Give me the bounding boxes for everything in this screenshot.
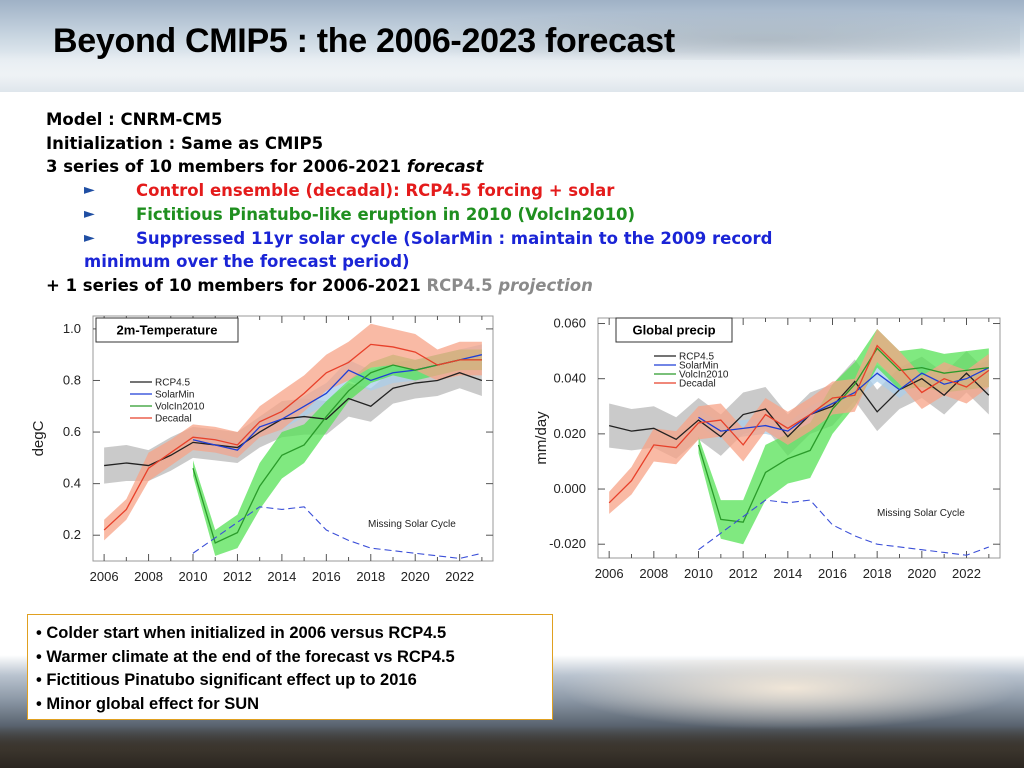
- header-clouds: [380, 10, 1020, 60]
- legend-label: RCP4.5: [679, 352, 714, 363]
- summary-text: Warmer climate at the end of the forecas…: [46, 647, 455, 666]
- y-tick-label: 0.040: [553, 371, 586, 386]
- summary-item-pinatubo: • Fictitious Pinatubo significant effect…: [36, 669, 544, 693]
- y-tick-label: 0.6: [63, 424, 81, 439]
- description-block: Model : CNRM-CM5 Initialization : Same a…: [46, 108, 946, 298]
- summary-box: • Colder start when initialized in 2006 …: [27, 614, 553, 720]
- y-tick-label: 0.020: [553, 426, 586, 441]
- series-a-forecast: forecast: [406, 157, 484, 177]
- line-solarmin: [698, 367, 990, 432]
- bullet-volcin2010: ► Fictitious Pinatubo-like eruption in 20…: [46, 203, 946, 227]
- legend-label: RCP4.5: [155, 378, 190, 389]
- x-tick-label: 2022: [445, 569, 474, 584]
- footer-rocks: [0, 726, 1024, 768]
- x-tick-label: 2012: [223, 569, 252, 584]
- chart-title-box: [95, 317, 239, 343]
- legend-label: VolcIn2010: [679, 370, 729, 381]
- x-tick-label: 2008: [134, 569, 163, 584]
- missing-solar-cycle-line: [192, 506, 483, 559]
- summary-item-colder-start: • Colder start when initialized in 2006 …: [36, 622, 544, 646]
- header-snow-ridge: [0, 52, 1024, 92]
- y-tick-label: 0.8: [63, 372, 81, 387]
- x-tick-label: 2012: [729, 566, 758, 581]
- bullet-control-ensemble: ► Control ensemble (decadal): RCP4.5 forc…: [46, 179, 946, 203]
- y-tick-label: 0.060: [553, 316, 586, 331]
- line-decadal: [608, 344, 990, 504]
- y-tick-label: 0.4: [63, 476, 81, 491]
- x-tick-label: 2020: [907, 566, 936, 581]
- bullet-text: Control ensemble (decadal): RCP4.5 forci…: [136, 181, 615, 201]
- y-tick-label: 0.000: [553, 481, 586, 496]
- bullet-text: Suppressed 11yr solar cycle (SolarMin : …: [136, 228, 773, 248]
- summary-item-warmer-climate: • Warmer climate at the end of the forec…: [36, 646, 544, 670]
- x-tick-label: 2018: [356, 569, 385, 584]
- x-tick-label: 2014: [267, 569, 296, 584]
- series-a-line: 3 series of 10 members for 2006-2021 for…: [46, 155, 946, 179]
- series-b-text: + 1 series of 10 members for 2006-2021: [46, 275, 427, 295]
- y-tick-label: -0.020: [549, 536, 586, 551]
- legend-label: Decadal: [679, 379, 716, 390]
- series-b-rcp: RCP4.5: [426, 275, 493, 295]
- line-rcp4.5: [104, 372, 483, 467]
- line-volcin2010: [192, 359, 482, 544]
- arrow-bullet-icon: ►: [84, 182, 95, 199]
- summary-bullet: •: [36, 695, 42, 714]
- line-rcp4.5: [609, 372, 990, 441]
- missing-solar-cycle-label: Missing Solar Cycle: [368, 519, 456, 530]
- missing-solar-cycle-line: [698, 499, 990, 556]
- chart-title: Global precip: [632, 323, 715, 338]
- summary-bullet: •: [36, 671, 42, 690]
- x-tick-label: 2016: [312, 569, 341, 584]
- legend-label: SolarMin: [679, 361, 718, 372]
- missing-solar-cycle-label: Missing Solar Cycle: [877, 508, 965, 519]
- summary-item-sun: • Minor global effect for SUN: [36, 693, 544, 717]
- legend-label: SolarMin: [155, 390, 194, 401]
- summary-text: Minor global effect for SUN: [46, 695, 260, 714]
- series-a-text: 3 series of 10 members for 2006-2021: [46, 157, 407, 177]
- bullet-text: Fictitious Pinatubo-like eruption in 201…: [136, 204, 636, 224]
- x-tick-label: 2016: [818, 566, 847, 581]
- bullet-solarmin: ► Suppressed 11yr solar cycle (SolarMin :…: [46, 227, 946, 251]
- x-tick-label: 2020: [401, 569, 430, 584]
- y-tick-label: 1.0: [63, 321, 81, 336]
- arrow-bullet-icon: ►: [84, 205, 95, 222]
- x-tick-label: 2018: [863, 566, 892, 581]
- x-tick-label: 2010: [179, 569, 208, 584]
- chart-title: 2m-Temperature: [117, 323, 218, 338]
- x-tick-label: 2010: [684, 566, 713, 581]
- x-tick-label: 2008: [639, 566, 668, 581]
- y-tick-label: 0.2: [63, 527, 81, 542]
- summary-bullet: •: [36, 647, 42, 666]
- model-line: Model : CNRM-CM5: [46, 110, 223, 129]
- series-b-line: + 1 series of 10 members for 2006-2021 R…: [46, 274, 946, 298]
- line-decadal: [103, 343, 482, 531]
- x-tick-label: 2006: [595, 566, 624, 581]
- y-axis-label: degC: [30, 420, 47, 456]
- y-axis-label: mm/day: [533, 411, 550, 465]
- legend-label: VolcIn2010: [155, 402, 205, 413]
- bullet-solarmin-continuation: minimum over the forecast period): [84, 252, 410, 272]
- slide-title: Beyond CMIP5 : the 2006-2023 forecast: [53, 22, 675, 60]
- summary-bullet: •: [36, 624, 42, 642]
- precip-chart: 2006 2008 2010 2012 2014 2016 2018 2020 2022 -0.0…: [533, 316, 1001, 581]
- legend-label: Decadal: [155, 414, 192, 425]
- x-tick-label: 2014: [773, 566, 802, 581]
- series-b-projection: projection: [498, 275, 593, 295]
- x-tick-label: 2022: [952, 566, 981, 581]
- header-background: [0, 0, 1024, 92]
- temperature-chart: 2006 2008 2010 2012 2014 2016 2018 2020 2022 0.2 0…: [30, 315, 494, 584]
- summary-text: Fictitious Pinatubo significant effect u…: [46, 671, 417, 690]
- chart-title-box: [615, 317, 733, 343]
- init-line: Initialization : Same as CMIP5: [46, 133, 324, 153]
- summary-text: Colder start when initialized in 2006 ve…: [46, 624, 447, 642]
- arrow-bullet-icon: ►: [84, 229, 95, 246]
- footer-sky-glow: [560, 660, 1020, 730]
- x-tick-label: 2006: [90, 569, 119, 584]
